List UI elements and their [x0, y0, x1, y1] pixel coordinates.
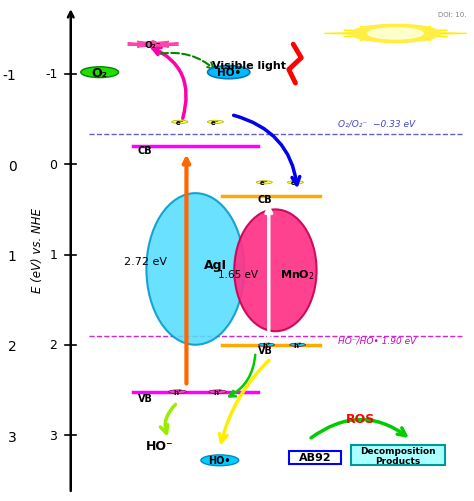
Polygon shape	[392, 34, 399, 41]
Circle shape	[290, 344, 306, 347]
Circle shape	[172, 121, 188, 124]
Text: HO⁻: HO⁻	[146, 439, 173, 452]
FancyBboxPatch shape	[289, 451, 341, 464]
Polygon shape	[344, 31, 397, 36]
FancyArrowPatch shape	[234, 116, 300, 185]
Text: h⁺: h⁺	[293, 342, 302, 348]
Text: e⁻: e⁻	[291, 180, 300, 186]
Ellipse shape	[146, 194, 244, 345]
Text: CB: CB	[137, 145, 152, 155]
FancyArrowPatch shape	[160, 54, 214, 70]
Text: HO•: HO•	[217, 68, 241, 78]
Text: MnO$_2$: MnO$_2$	[280, 268, 315, 282]
Text: e⁻: e⁻	[260, 180, 269, 186]
Polygon shape	[360, 28, 399, 35]
Text: HO⁻/HO• 1.90 eV: HO⁻/HO• 1.90 eV	[338, 335, 416, 344]
Polygon shape	[394, 31, 447, 36]
Circle shape	[209, 390, 227, 394]
Text: HO•: HO•	[209, 455, 231, 465]
Text: h⁺: h⁺	[262, 342, 271, 348]
Polygon shape	[394, 33, 447, 38]
FancyArrowPatch shape	[153, 49, 186, 119]
Ellipse shape	[234, 210, 317, 332]
Circle shape	[351, 25, 440, 43]
Text: Decomposition
Products: Decomposition Products	[360, 446, 436, 465]
Text: O₂: O₂	[91, 67, 108, 80]
FancyBboxPatch shape	[351, 445, 445, 465]
Text: 1.65 eV: 1.65 eV	[218, 270, 257, 280]
Ellipse shape	[201, 455, 239, 466]
Polygon shape	[344, 33, 397, 38]
Ellipse shape	[81, 68, 118, 79]
Text: AgI: AgI	[204, 259, 227, 272]
Text: e⁻: e⁻	[211, 120, 219, 126]
Text: -1: -1	[45, 68, 57, 81]
Text: AB92: AB92	[299, 452, 331, 462]
Text: e⁻: e⁻	[175, 120, 184, 126]
Circle shape	[169, 390, 186, 394]
Text: h⁺: h⁺	[213, 389, 222, 395]
Text: 1: 1	[49, 248, 57, 262]
Polygon shape	[392, 34, 431, 41]
Text: O₂/O₂⁻  −0.33 eV: O₂/O₂⁻ −0.33 eV	[338, 119, 415, 128]
Text: VB: VB	[137, 393, 152, 403]
Text: Visible light: Visible light	[212, 61, 286, 71]
Polygon shape	[128, 42, 178, 49]
Circle shape	[368, 29, 423, 40]
Text: 0: 0	[49, 158, 57, 171]
FancyArrowPatch shape	[160, 405, 175, 433]
FancyArrowPatch shape	[229, 355, 255, 397]
Polygon shape	[392, 28, 399, 34]
Text: 2.72 eV: 2.72 eV	[124, 256, 167, 266]
Circle shape	[287, 181, 303, 184]
Text: O₂⁻: O₂⁻	[145, 41, 161, 50]
FancyArrowPatch shape	[219, 361, 269, 442]
Polygon shape	[360, 34, 399, 41]
Text: 2: 2	[49, 339, 57, 352]
Ellipse shape	[208, 67, 250, 80]
Text: E (eV) vs. NHE: E (eV) vs. NHE	[31, 208, 44, 293]
Text: ROS: ROS	[346, 412, 375, 425]
Polygon shape	[396, 33, 467, 36]
FancyArrowPatch shape	[311, 420, 406, 438]
Circle shape	[258, 344, 274, 347]
Text: h⁺: h⁺	[173, 389, 182, 395]
Polygon shape	[392, 28, 431, 35]
Circle shape	[207, 121, 223, 124]
Text: DOI: 10.: DOI: 10.	[438, 12, 467, 18]
Text: CB: CB	[258, 195, 272, 205]
Circle shape	[256, 181, 273, 184]
Polygon shape	[324, 33, 396, 36]
Text: VB: VB	[258, 345, 273, 355]
Text: 3: 3	[49, 429, 57, 442]
